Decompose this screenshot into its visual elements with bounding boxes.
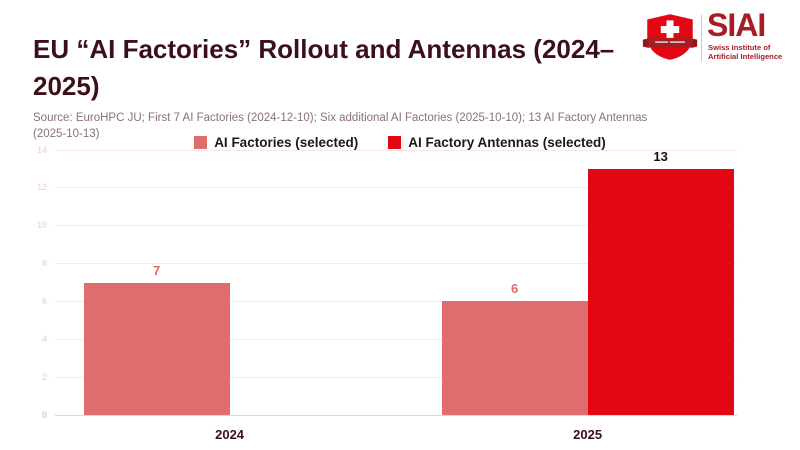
legend-label-ai-factories: AI Factories (selected) — [214, 135, 359, 150]
chart-legend: AI Factories (selected) AI Factory Anten… — [0, 135, 800, 150]
bar-value-label: 13 — [653, 148, 668, 164]
x-axis-label-2025: 2025 — [573, 427, 603, 442]
gridline — [55, 225, 737, 227]
y-tick-label: 10 — [36, 220, 47, 231]
plot-area: 0 2 4 6 8 10 12 14 7 2024 6 13 2025 — [37, 145, 737, 442]
gridline — [55, 338, 737, 340]
gridline — [55, 300, 737, 302]
source-note: Source: EuroHPC JU; First 7 AI Factories… — [33, 111, 648, 140]
y-tick-label: 14 — [36, 144, 47, 155]
gridline — [55, 263, 737, 265]
legend-swatch-ai-factories — [194, 136, 208, 149]
y-tick-label: 12 — [36, 182, 47, 193]
bar-value-label: 7 — [152, 262, 161, 278]
logo-abbreviation: SIAI — [707, 7, 766, 43]
gridline — [55, 376, 737, 378]
bar-2025-factories — [441, 301, 588, 415]
logo-full-name: Swiss Institute of Artificial Intelligen… — [708, 43, 783, 62]
bar-value-label: 6 — [511, 281, 519, 297]
swiss-shield-icon — [642, 12, 698, 67]
y-tick-label: 4 — [41, 333, 47, 344]
gridline — [55, 149, 737, 151]
gridline — [55, 414, 737, 416]
bar-2025-antennas — [587, 168, 734, 415]
gridline — [55, 187, 737, 189]
logo-divider — [701, 15, 702, 61]
bar-2024-factories — [83, 282, 230, 415]
page-title: EU “AI Factories” Rollout and Antennas (… — [33, 34, 615, 102]
y-tick-label: 6 — [41, 295, 47, 306]
y-tick-label: 2 — [41, 371, 47, 382]
legend-item-ai-factories: AI Factories (selected) — [194, 135, 358, 150]
y-tick-label: 8 — [41, 258, 47, 269]
siai-logo: SIAI Swiss Institute of Artificial Intel… — [642, 7, 792, 68]
legend-swatch-ai-factory-antennas — [388, 136, 402, 149]
y-tick-label: 0 — [41, 409, 47, 420]
legend-label-ai-factory-antennas: AI Factory Antennas (selected) — [408, 135, 606, 150]
x-axis-label-2024: 2024 — [215, 427, 245, 442]
legend-item-ai-factory-antennas: AI Factory Antennas (selected) — [388, 135, 606, 150]
